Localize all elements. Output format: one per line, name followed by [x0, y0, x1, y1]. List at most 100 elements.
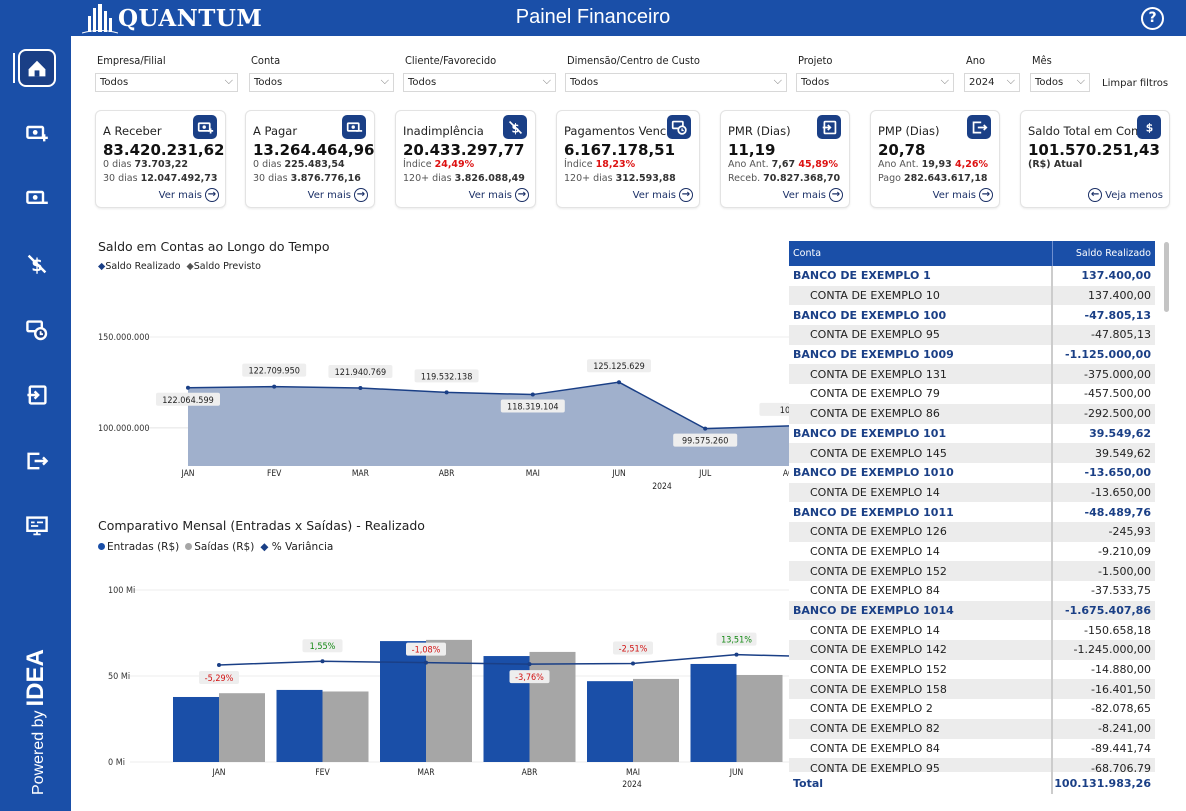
table-row[interactable]: CONTA DE EXEMPLO 82 -8.241,00: [789, 718, 1155, 739]
see-more-button[interactable]: Ver mais →: [308, 188, 368, 202]
data-point: [444, 390, 449, 395]
sign-in-icon: [817, 115, 841, 139]
variance-point: [734, 652, 739, 657]
kpi-detail: 30 dias 3.876.776,16: [253, 173, 361, 184]
kpi-value: 20,78: [878, 141, 926, 159]
arrow-right-icon: →: [979, 188, 993, 202]
table-row[interactable]: CONTA DE EXEMPLO 95 -47.805,13: [789, 325, 1155, 345]
filter-select[interactable]: Todos ⌵: [249, 73, 394, 92]
table-scrollbar[interactable]: [1164, 242, 1169, 312]
filter-value: Todos: [100, 77, 129, 88]
table-row[interactable]: BANCO DE EXEMPLO 1011 -48.489,76: [789, 502, 1155, 522]
table-row[interactable]: CONTA DE EXEMPLO 126 -245,93: [789, 521, 1155, 542]
kpi-card: PMR (Dias) 11,19 Ano Ant. 7,67 45,89% Re…: [720, 110, 850, 208]
filter-select[interactable]: 2024 ⌵: [964, 73, 1020, 92]
sidebar-item-inadimplencia[interactable]: $: [18, 245, 56, 283]
sidebar-item-receber[interactable]: [18, 114, 56, 152]
table-row[interactable]: CONTA DE EXEMPLO 14 -150.658,18: [789, 620, 1155, 641]
filter-select[interactable]: Todos ⌵: [796, 73, 954, 92]
data-label-bg: [509, 670, 550, 684]
table-row[interactable]: BANCO DE EXEMPLO 1 137.400,00: [789, 266, 1155, 286]
filter-value: Todos: [570, 77, 599, 88]
column-header-saldo[interactable]: Saldo Realizado: [1075, 248, 1151, 259]
table-row[interactable]: CONTA DE EXEMPLO 131 -375.000,00: [789, 364, 1155, 385]
table-row[interactable]: CONTA DE EXEMPLO 142 -1.245.000,00: [789, 640, 1155, 660]
kpi-detail: Índice 24,49%: [403, 159, 475, 170]
table-row[interactable]: CONTA DE EXEMPLO 84 -89.441,74: [789, 738, 1155, 759]
bar-saidas: [529, 651, 576, 762]
table-row[interactable]: CONTA DE EXEMPLO 158 -16.401,50: [789, 679, 1155, 700]
filter-select[interactable]: Todos ⌵: [403, 73, 556, 92]
account-name: CONTA DE EXEMPLO 84: [789, 738, 1053, 759]
kpi-detail: 30 dias 12.047.492,73: [103, 173, 218, 184]
table-row[interactable]: BANCO DE EXEMPLO 1009 -1.125.000,00: [789, 344, 1155, 365]
sidebar: [0, 0, 71, 811]
kpi-title: Saldo Total em Contas: [1028, 124, 1156, 138]
filter-select[interactable]: Todos ⌵: [95, 73, 238, 92]
column-header-conta[interactable]: Conta: [789, 241, 1053, 266]
table-row[interactable]: CONTA DE EXEMPLO 152 -1.500,00: [789, 561, 1155, 581]
help-button[interactable]: ?: [1141, 7, 1164, 30]
kpi-value: 83.420.231,62: [103, 141, 225, 159]
filter-select[interactable]: Todos ⌵: [1030, 73, 1090, 92]
sidebar-item-pmp[interactable]: [18, 442, 56, 480]
kpi-card: Saldo Total em Contas $ 101.570.251,43 (…: [1020, 110, 1170, 208]
data-label: 101.9: [780, 406, 790, 416]
total-label: Total: [789, 772, 1053, 794]
arrow-right-icon: →: [354, 188, 368, 202]
table-row[interactable]: CONTA DE EXEMPLO 14 -13.650,00: [789, 482, 1155, 503]
arrow-right-icon: →: [205, 188, 219, 202]
account-balance: -47.805,13: [1084, 308, 1152, 322]
data-label-bg: [242, 363, 307, 377]
x-tick-label: JUN: [611, 469, 626, 479]
account-name: CONTA DE EXEMPLO 158: [789, 679, 1053, 700]
table-row[interactable]: CONTA DE EXEMPLO 84 -37.533,75: [789, 581, 1155, 601]
table-row[interactable]: BANCO DE EXEMPLO 100 -47.805,13: [789, 305, 1155, 326]
sidebar-item-pagar[interactable]: [18, 179, 56, 217]
chevron-down-icon: ⌵: [224, 74, 233, 87]
variance-point: [631, 661, 635, 666]
sidebar-item-monitor[interactable]: [18, 507, 56, 545]
table-row[interactable]: CONTA DE EXEMPLO 145 39.549,62: [789, 443, 1155, 463]
table-row[interactable]: CONTA DE EXEMPLO 152 -14.880,00: [789, 659, 1155, 680]
sidebar-item-vencidos[interactable]: [18, 311, 56, 349]
table-row[interactable]: BANCO DE EXEMPLO 1014 -1.675.407,86: [789, 600, 1155, 621]
account-balance: -150.658,18: [1084, 623, 1151, 637]
filter-select[interactable]: Todos ⌵: [565, 73, 787, 92]
clear-filters-button[interactable]: Limpar filtros: [1102, 78, 1169, 89]
sidebar-item-home[interactable]: [18, 49, 56, 87]
see-less-button[interactable]: ← Veja menos: [1088, 188, 1163, 202]
table-row[interactable]: BANCO DE EXEMPLO 1010 -13.650,00: [789, 462, 1155, 483]
sidebar-item-pmr[interactable]: [18, 376, 56, 414]
see-more-button[interactable]: Ver mais →: [933, 188, 993, 202]
kpi-value: 11,19: [728, 141, 776, 159]
account-name: CONTA DE EXEMPLO 95: [789, 758, 1053, 778]
page-title: Painel Financeiro: [515, 6, 671, 28]
logo: QUANTUM: [82, 2, 262, 34]
see-more-button[interactable]: Ver mais →: [633, 188, 693, 202]
account-name: BANCO DE EXEMPLO 1011: [789, 502, 1053, 522]
legend-item: Entradas (R$): [98, 541, 179, 553]
data-label-bg: [406, 642, 446, 656]
see-more-button[interactable]: Ver mais →: [159, 188, 219, 202]
table-row[interactable]: CONTA DE EXEMPLO 14 -9.210,09: [789, 541, 1155, 562]
see-more-button[interactable]: Ver mais →: [783, 188, 843, 202]
table-row[interactable]: CONTA DE EXEMPLO 86 -292.500,00: [789, 403, 1155, 424]
see-more-button[interactable]: Ver mais →: [469, 188, 529, 202]
table-row[interactable]: CONTA DE EXEMPLO 79 -457.500,00: [789, 384, 1155, 404]
account-name: CONTA DE EXEMPLO 142: [789, 640, 1053, 660]
account-balance: -37.533,75: [1091, 584, 1151, 598]
account-name: CONTA DE EXEMPLO 95: [789, 325, 1053, 345]
account-balance: -89.441,74: [1091, 741, 1151, 755]
kpi-card: Inadimplência $ 20.433.297,77 Índice 24,…: [395, 110, 536, 208]
kpi-title: PMP (Dias): [878, 124, 940, 138]
kpi-title: A Receber: [103, 124, 162, 138]
account-name: CONTA DE EXEMPLO 86: [789, 403, 1053, 424]
table-row[interactable]: CONTA DE EXEMPLO 2 -82.078,65: [789, 699, 1155, 719]
table-row[interactable]: BANCO DE EXEMPLO 101 39.549,62: [789, 423, 1155, 444]
account-balance: -13.650,00: [1084, 466, 1152, 480]
legend-item: ◆ % Variância: [260, 541, 334, 553]
y-tick-label: 150.000.000: [98, 333, 150, 343]
arrow-right-icon: →: [829, 188, 843, 202]
table-row[interactable]: CONTA DE EXEMPLO 10 137.400,00: [789, 285, 1155, 306]
